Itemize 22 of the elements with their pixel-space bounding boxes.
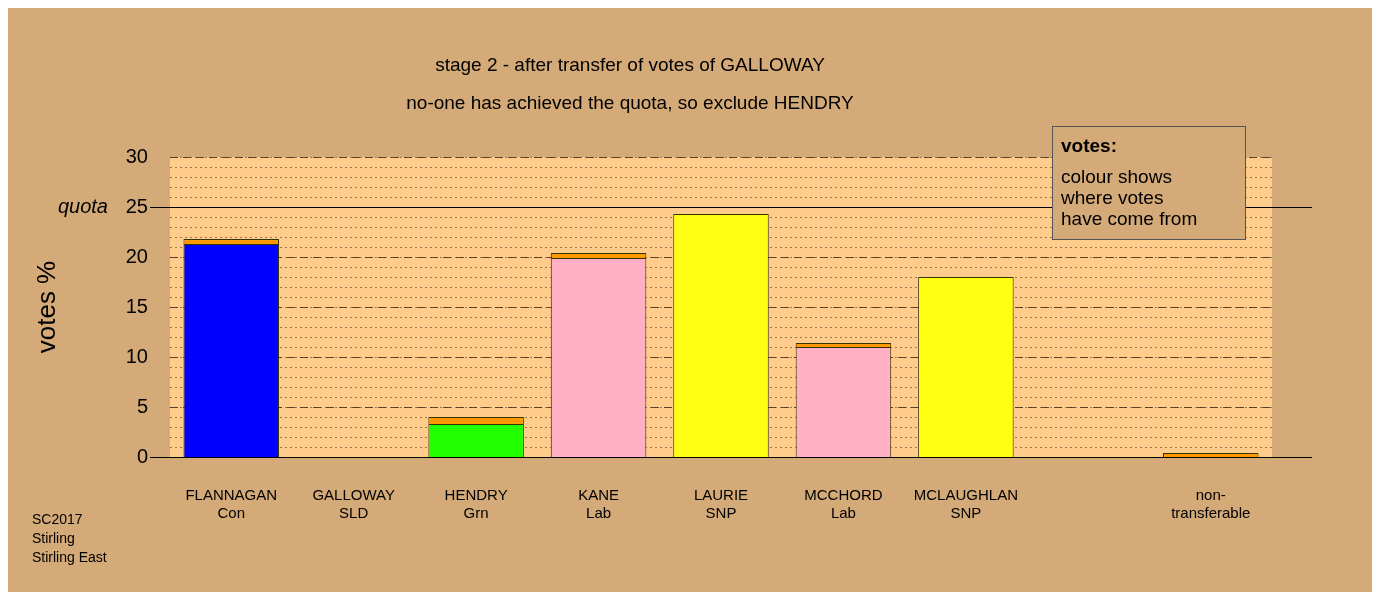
x-tick-label: KANE Lab: [578, 486, 619, 522]
x-tick-label: non- transferable: [1171, 486, 1251, 522]
annotation: colour shows where votes have come from: [1061, 166, 1199, 229]
x-tick-label: MCCHORD Lab: [804, 486, 883, 522]
x-tick-label: GALLOWAY SLD: [312, 486, 395, 522]
y-tick-label: 20: [125, 244, 148, 267]
x-tick-label: HENDRY Grn: [444, 486, 508, 522]
legend-title: votes:: [1061, 135, 1118, 156]
y-tick-label: 5: [136, 394, 148, 417]
y-tick-label: 15: [125, 294, 148, 317]
x-tick-label: MCLAUGHLAN SNP: [913, 486, 1018, 522]
chart-subtitle: no-one has achieved the quota, so exclude HENDRY: [405, 92, 855, 114]
x-tick-label: LAURIE SNP: [693, 486, 749, 522]
chart-title: stage 2 - after transfer of votes of GALLOWAY: [434, 54, 826, 76]
y-axis-title: votes %: [30, 260, 61, 354]
y-tick-label: 25: [125, 194, 148, 217]
y-tick-label: 10: [125, 344, 148, 367]
y-tick-label: 30: [125, 144, 148, 167]
text: SC2017 Stirling Stirling East: [32, 510, 107, 567]
y-tick-label: 0: [136, 444, 148, 467]
x-tick-label: FLANNAGAN Con: [185, 486, 278, 522]
ref-line-label: quota: [57, 195, 108, 218]
